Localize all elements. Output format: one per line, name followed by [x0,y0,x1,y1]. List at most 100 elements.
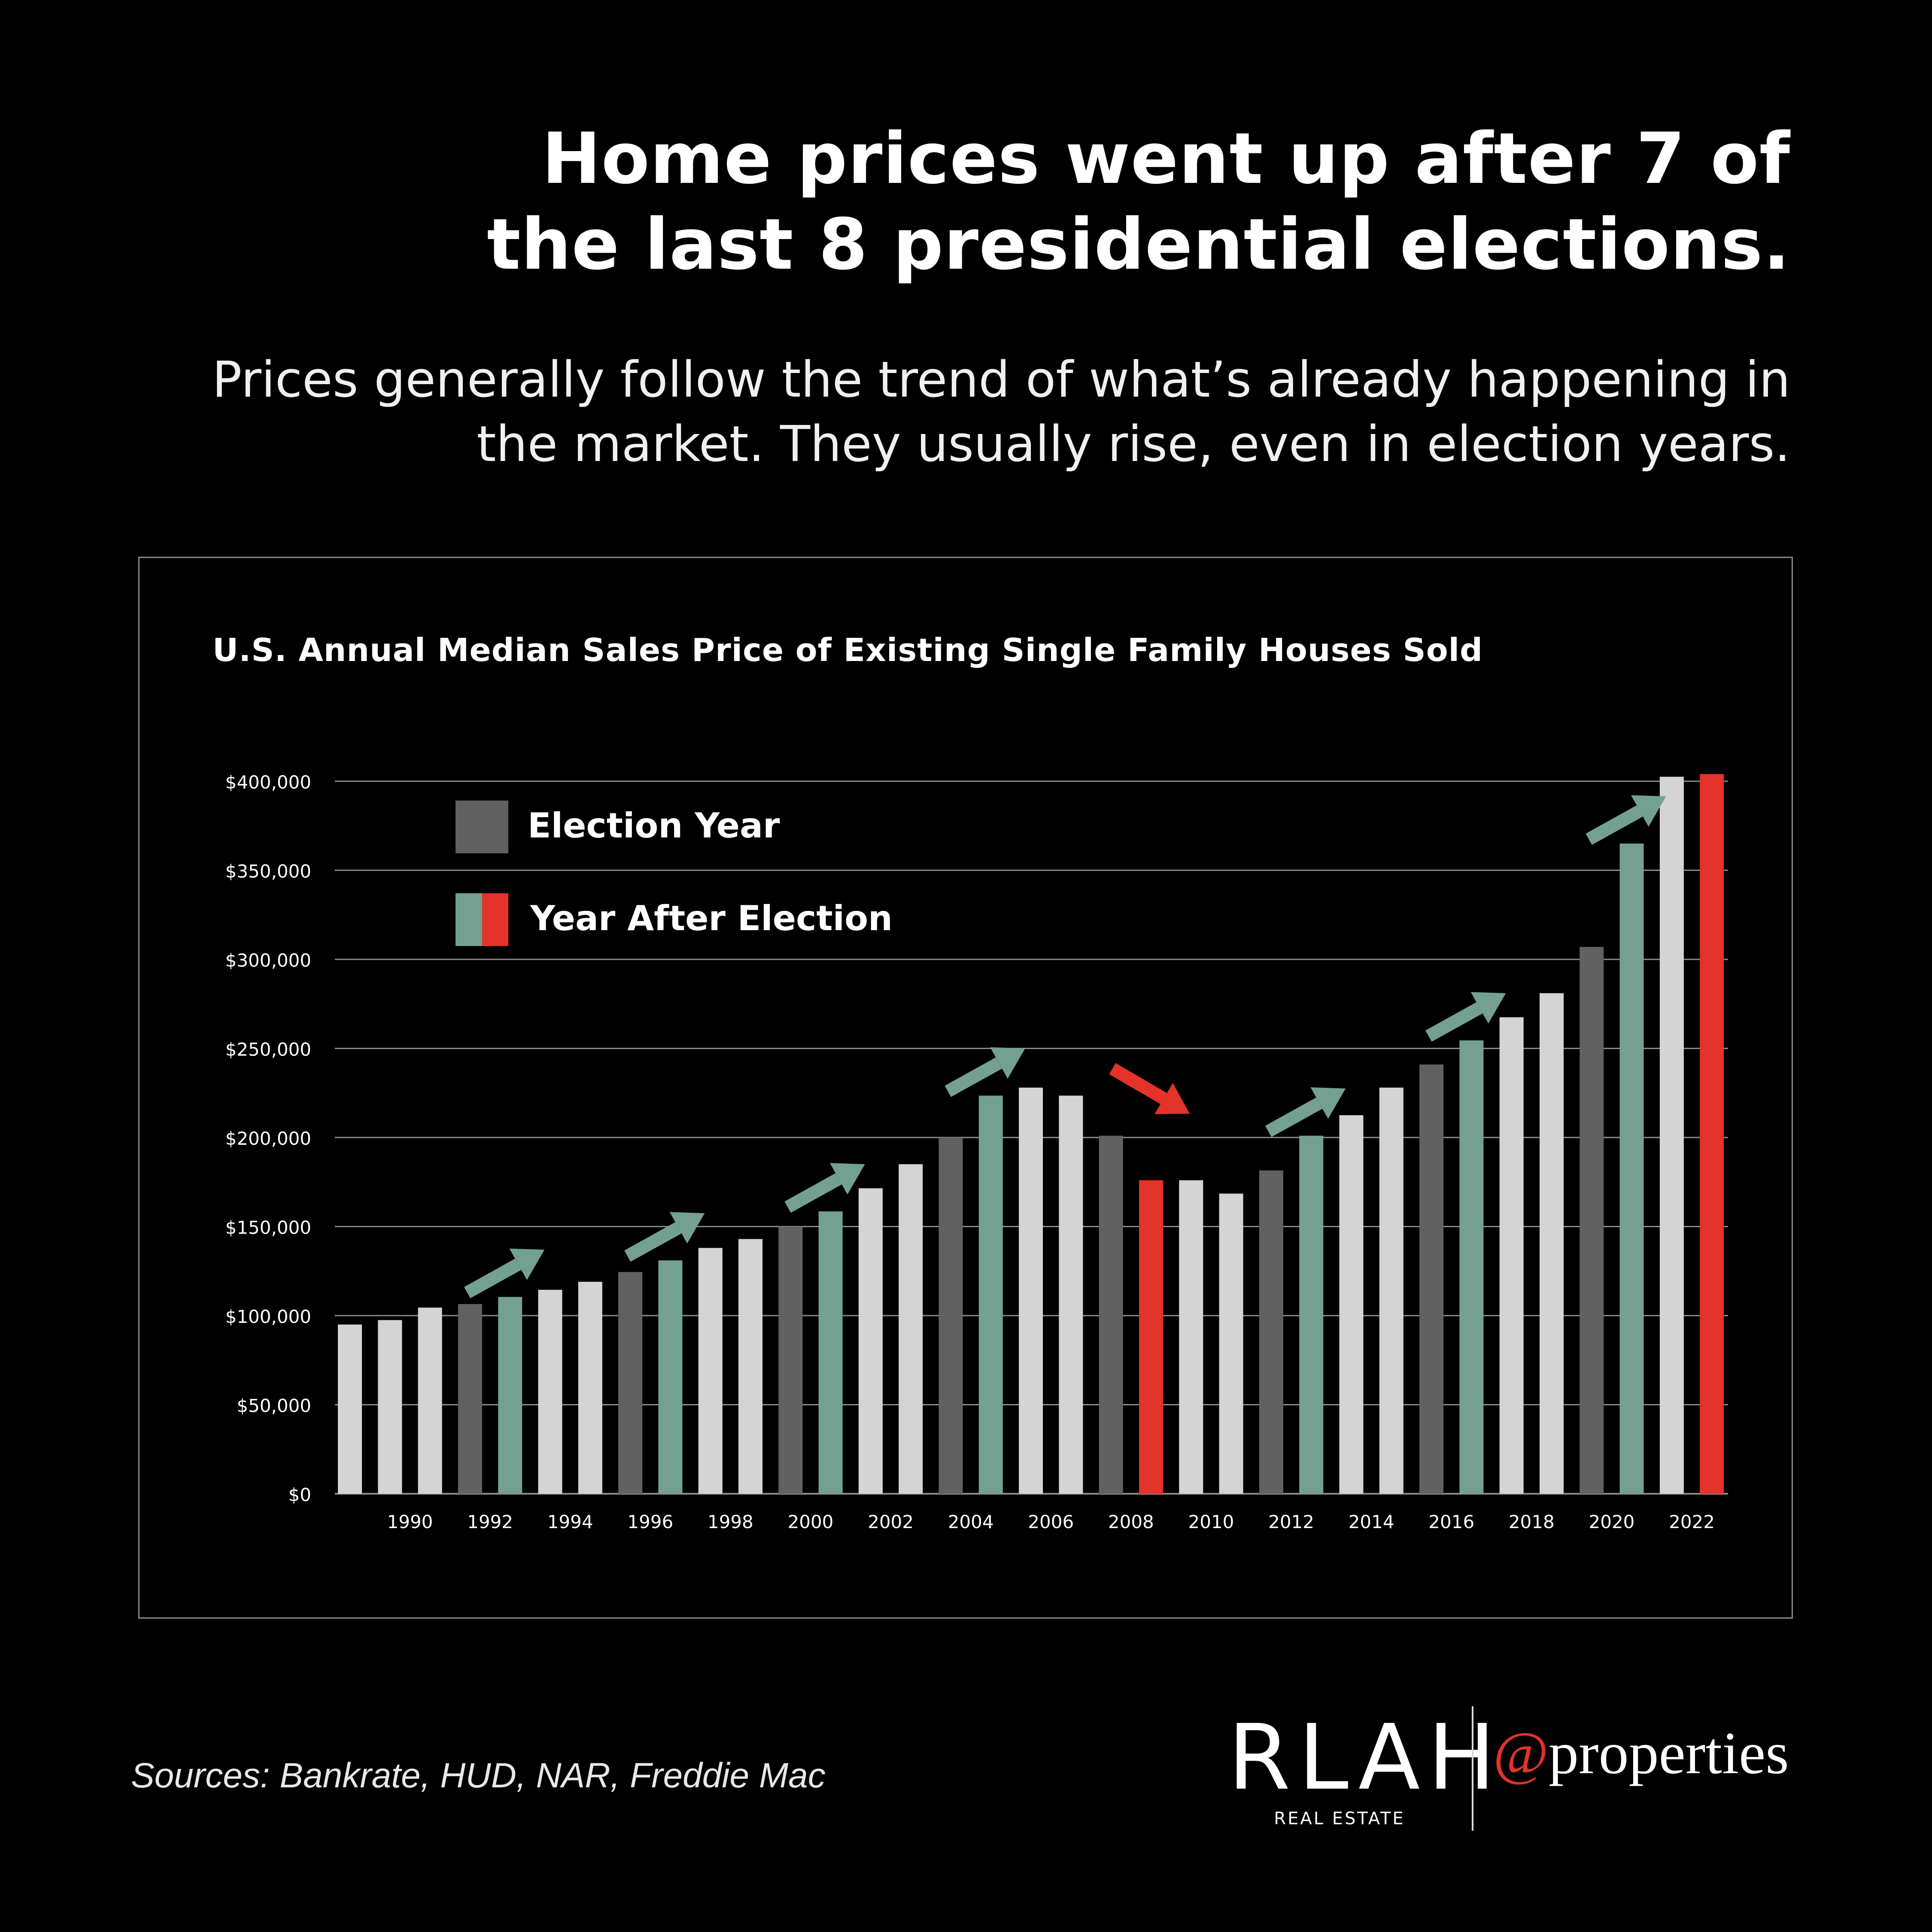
trend-arrow-up-icon [784,1163,865,1213]
bar-1997 [658,1260,683,1494]
trend-arrow-up-icon [1425,992,1506,1042]
trend-arrow-shaft [624,1222,682,1262]
x-tick-label: 2004 [948,1511,994,1532]
x-axis-tick-labels: 1990 1992 1994 1996 1998 2000 2002 2004 2006 2008… [387,1511,1715,1532]
rlah-logo-subtitle: REAL ESTATE [1274,1809,1405,1829]
trend-arrow-down-icon [1109,1063,1190,1114]
legend-label-election-year: Election Year [528,806,780,846]
trend-arrow-up-icon [945,1047,1025,1097]
bar-1993 [498,1297,522,1494]
trend-arrow-shaft [1265,1097,1323,1137]
at-properties-logo-symbol: @ [1493,1720,1549,1786]
subheadline-line-2: the market. They usually rise, even in e… [477,416,1790,473]
chart-frame: U.S. Annual Median Sales Price of Existi… [138,557,1793,1619]
x-tick-label: 2016 [1428,1511,1474,1532]
chart-title: U.S. Annual Median Sales Price of Existi… [213,632,1483,669]
bar-2021 [1619,843,1644,1494]
bar-2017 [1459,1040,1484,1494]
trend-arrow-up-icon [624,1212,705,1262]
y-axis-tick-labels: $0 $50,000 $100,000 $150,000 $200,000 $250,00… [225,772,311,1505]
bar-2022 [1659,776,1684,1494]
y-tick-label: $150,000 [225,1217,311,1238]
legend-swatch-year-after-down [482,893,508,946]
bar-2005 [978,1095,1003,1494]
bar-2003 [899,1164,923,1494]
legend: Election Year Year After Election [456,801,893,946]
legend-label-year-after-election: Year After Election [530,898,893,938]
at-properties-logo-wordmark: properties [1548,1720,1789,1786]
y-tick-label: $50,000 [237,1395,311,1416]
trend-arrow-head [830,1163,865,1195]
legend-swatch-election-year [456,801,508,853]
trend-arrow-up-icon [1586,795,1666,845]
sources-note: Sources: Bankrate, HUD, NAR, Freddie Mac [131,1756,826,1795]
x-tick-label: 2012 [1268,1511,1314,1532]
subheadline-line-1: Prices generally follow the trend of wha… [212,351,1790,409]
x-tick-label: 2008 [1108,1511,1154,1532]
x-tick-label: 2000 [788,1511,834,1532]
bar-2014 [1339,1115,1364,1494]
bar-2023 [1700,774,1724,1494]
bar-2004 [939,1137,963,1494]
headline-line-1: Home prices went up after 7 of [542,118,1790,200]
bar-1994 [538,1289,562,1494]
x-tick-label: 1990 [387,1511,433,1532]
trend-arrow-shaft [945,1057,1002,1097]
bar-1992 [458,1304,482,1494]
at-properties-logo: @properties [1493,1717,1789,1790]
bar-1991 [418,1307,442,1494]
y-tick-label: $100,000 [225,1306,311,1327]
x-tick-label: 1996 [627,1511,673,1532]
bar-2011 [1219,1193,1243,1494]
trend-arrow-head [669,1212,705,1244]
x-tick-label: 1992 [467,1511,513,1532]
bar-1996 [618,1272,643,1494]
x-tick-label: 2010 [1188,1511,1234,1532]
trend-arrow-shaft [1586,805,1643,845]
bar-2002 [858,1188,883,1494]
y-tick-label: $0 [289,1484,311,1505]
trend-arrows [464,795,1666,1298]
bars [338,774,1724,1494]
x-tick-label: 1994 [547,1511,593,1532]
bar-2000 [778,1226,803,1494]
trend-arrow-shaft [1109,1063,1167,1104]
trend-arrow-head [1631,795,1666,827]
x-tick-label: 2002 [868,1511,914,1532]
headline: Home prices went up after 7 of the last … [245,116,1790,288]
bar-1995 [578,1282,602,1494]
trend-arrow-head [1310,1087,1346,1119]
headline-line-2: the last 8 presidential elections. [487,203,1790,285]
logo-divider [1472,1706,1473,1831]
x-tick-label: 1998 [708,1511,753,1532]
x-tick-label: 2022 [1669,1511,1715,1532]
y-tick-label: $250,000 [225,1039,311,1060]
subheadline: Prices generally follow the trend of wha… [159,348,1790,476]
x-tick-label: 2014 [1349,1511,1394,1532]
bar-1998 [698,1248,723,1494]
y-tick-label: $300,000 [225,950,311,971]
bar-2007 [1059,1095,1083,1494]
bar-2001 [818,1211,843,1494]
rlah-logo-wordmark: RLAH [1228,1705,1504,1810]
y-tick-label: $350,000 [225,861,311,882]
bar-1989 [338,1324,362,1494]
legend-swatch-year-after-up [456,893,482,946]
bar-2013 [1299,1135,1324,1494]
bar-2009 [1139,1180,1163,1494]
trend-arrow-shaft [784,1173,842,1213]
x-tick-label: 2020 [1589,1511,1635,1532]
x-tick-label: 2018 [1509,1511,1555,1532]
rlah-logo: RLAH REAL ESTATE [1228,1705,1504,1829]
bar-2008 [1099,1135,1123,1494]
bar-2019 [1540,993,1564,1494]
bar-2012 [1259,1170,1283,1494]
trend-arrow-head [1154,1083,1190,1114]
trend-arrow-up-icon [464,1248,545,1298]
bar-chart: U.S. Annual Median Sales Price of Existi… [213,632,1728,1532]
bar-1999 [738,1239,762,1494]
bar-1990 [378,1320,402,1494]
y-tick-label: $400,000 [225,772,311,793]
trend-arrow-up-icon [1265,1087,1346,1137]
bar-2006 [1019,1087,1043,1494]
